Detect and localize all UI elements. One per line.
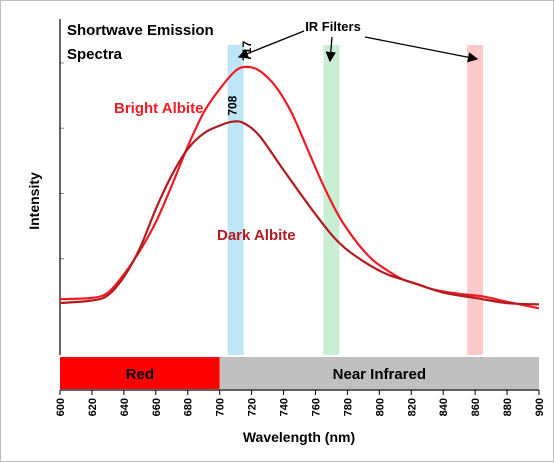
region-label-1: Near Infrared: [333, 366, 426, 383]
x-tick-label-9: 780: [342, 398, 354, 416]
peak-label-0: 717: [240, 41, 254, 61]
series-lines: [59, 65, 540, 310]
x-tick-label-10: 800: [374, 398, 386, 416]
ir-filters-label: IR Filters: [305, 19, 361, 34]
annotations: 717 708 Bright Albite Dark Albite IR Filters: [114, 19, 479, 244]
region-bar-1: [219, 357, 539, 389]
chart-title-line-2: Spectra: [67, 46, 123, 63]
x-tick-label-3: 660: [151, 398, 163, 416]
x-tick-label-7: 740: [279, 398, 291, 416]
x-axis-label: Wavelength (nm): [243, 429, 355, 445]
series-line-1: [59, 120, 540, 306]
x-ticks: 600 620 640 660 680 700 720 740 760 780 800 820 840 8…: [55, 390, 546, 416]
x-tick-label-13: 860: [470, 398, 482, 416]
chart-title-line-1: Shortwave Emission: [67, 22, 214, 39]
x-tick-label-0: 600: [55, 398, 67, 416]
x-tick-label-4: 680: [183, 398, 195, 416]
y-axis-label: Intensity: [26, 172, 42, 230]
filter-band-2: [467, 45, 484, 355]
x-tick-label-1: 620: [87, 398, 99, 416]
x-tick-label-6: 720: [247, 398, 259, 416]
x-tick-label-8: 760: [310, 398, 322, 416]
x-tick-label-11: 820: [406, 398, 418, 416]
region-label-0: Red: [126, 366, 154, 383]
ir-arrow-3: [364, 36, 479, 63]
x-tick-label-14: 880: [502, 398, 514, 416]
x-tick-label-12: 840: [438, 398, 450, 416]
ir-arrow-1: [237, 30, 305, 59]
region-bar-0: [60, 357, 220, 389]
ir-filter-bands: [227, 45, 484, 355]
ir-arrow-2: [325, 36, 336, 63]
y-gridlines: [60, 62, 64, 260]
x-tick-label-5: 700: [215, 398, 227, 416]
x-tick-label-15: 900: [534, 398, 546, 416]
x-tick-label-2: 640: [119, 398, 131, 416]
bright-albite-label: Bright Albite: [114, 100, 203, 117]
peak-label-1: 708: [225, 95, 239, 115]
spectral-regions: Red Near Infrared: [60, 357, 539, 389]
dark-albite-label: Dark Albite: [217, 227, 296, 244]
filter-band-0: [227, 45, 244, 355]
